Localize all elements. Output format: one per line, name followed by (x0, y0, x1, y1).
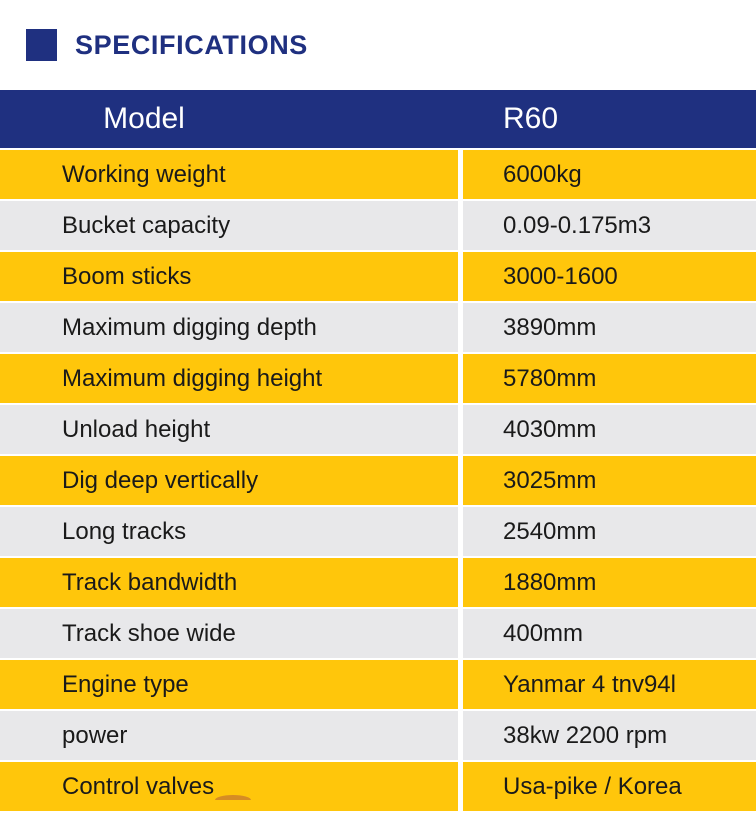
spec-value-cell: 6000kg (463, 150, 756, 199)
table-row: Maximum digging depth 3890mm (0, 303, 756, 352)
table-row: Track shoe wide 400mm (0, 609, 756, 658)
column-divider (458, 609, 463, 658)
spec-label-cell: Dig deep vertically (0, 456, 458, 505)
column-divider (458, 660, 463, 709)
table-row: Dig deep vertically 3025mm (0, 456, 756, 505)
spec-label-cell: Maximum digging depth (0, 303, 458, 352)
spec-value-cell: 3890mm (463, 303, 756, 352)
column-header-value: R60 (463, 90, 756, 148)
spec-label-cell: Control valves (0, 762, 458, 811)
spec-label-cell: Engine type (0, 660, 458, 709)
spec-label-cell: Unload height (0, 405, 458, 454)
spec-value-cell: 4030mm (463, 405, 756, 454)
column-divider (458, 201, 463, 250)
column-divider (458, 711, 463, 760)
column-divider (458, 507, 463, 556)
spec-value-cell: Usa-pike / Korea (463, 762, 756, 811)
table-row: Control valves Usa-pike / Korea (0, 762, 756, 811)
spec-label-cell: Boom sticks (0, 252, 458, 301)
column-divider (458, 405, 463, 454)
table-row: power 38kw 2200 rpm (0, 711, 756, 760)
table-row: Maximum digging height 5780mm (0, 354, 756, 403)
column-divider (458, 456, 463, 505)
spec-value-cell: 2540mm (463, 507, 756, 556)
column-header-model: Model (0, 90, 458, 148)
spec-value-cell: 3025mm (463, 456, 756, 505)
column-divider (458, 558, 463, 607)
spec-label-cell: Maximum digging height (0, 354, 458, 403)
spec-value-cell: Yanmar 4 tnv94l (463, 660, 756, 709)
column-divider (458, 762, 463, 811)
column-divider (458, 150, 463, 199)
spec-label-cell: Long tracks (0, 507, 458, 556)
spec-value-cell: 5780mm (463, 354, 756, 403)
page-title: SPECIFICATIONS (75, 29, 308, 60)
column-divider (458, 252, 463, 301)
table-row: Unload height 4030mm (0, 405, 756, 454)
spec-value-cell: 400mm (463, 609, 756, 658)
spec-label-cell: Track bandwidth (0, 558, 458, 607)
table-header-row: Model R60 (0, 90, 756, 148)
spec-label-cell: Working weight (0, 150, 458, 199)
column-divider (458, 354, 463, 403)
specifications-table: Model R60 Working weight 6000kg Bucket cap… (0, 90, 756, 813)
table-row: Bucket capacity 0.09-0.175m3 (0, 201, 756, 250)
table-row: Track bandwidth 1880mm (0, 558, 756, 607)
table-body: Working weight 6000kg Bucket capacity 0.09-… (0, 150, 756, 813)
square-bullet-icon (26, 29, 57, 61)
spec-value-cell: 0.09-0.175m3 (463, 201, 756, 250)
table-row: Boom sticks 3000-1600 (0, 252, 756, 301)
table-row: Engine type Yanmar 4 tnv94l (0, 660, 756, 709)
column-divider (458, 303, 463, 352)
spec-value-cell: 1880mm (463, 558, 756, 607)
table-row: Long tracks 2540mm (0, 507, 756, 556)
cropped-bottom-graphic (215, 795, 251, 800)
spec-label-cell: Bucket capacity (0, 201, 458, 250)
spec-label-cell: power (0, 711, 458, 760)
spec-value-cell: 3000-1600 (463, 252, 756, 301)
spec-label-cell: Track shoe wide (0, 609, 458, 658)
table-row: Working weight 6000kg (0, 150, 756, 199)
spec-value-cell: 38kw 2200 rpm (463, 711, 756, 760)
section-header: SPECIFICATIONS (0, 0, 756, 90)
column-divider (458, 90, 463, 148)
